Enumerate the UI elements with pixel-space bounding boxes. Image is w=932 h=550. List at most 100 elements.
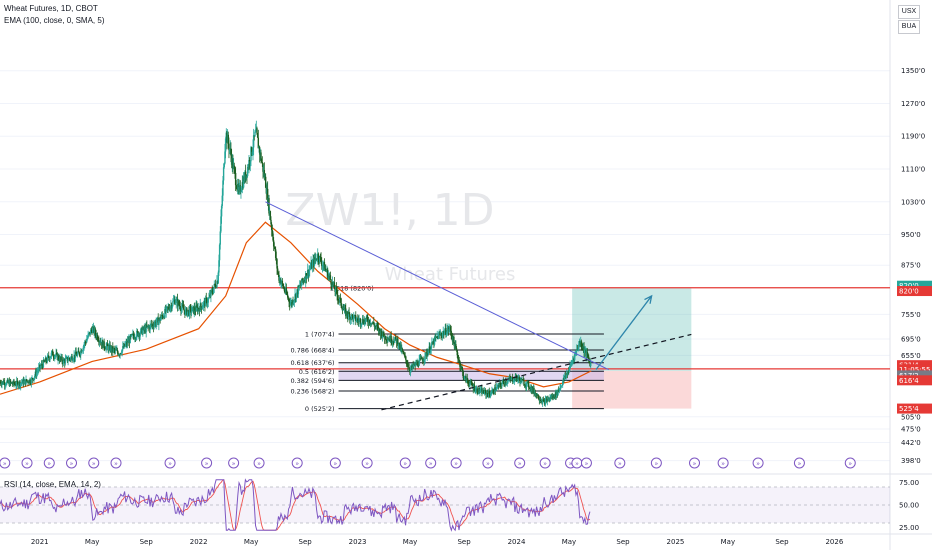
candle-body bbox=[393, 339, 396, 343]
candle-body bbox=[184, 309, 187, 315]
candle-body bbox=[501, 380, 504, 384]
candle-body bbox=[387, 339, 389, 342]
candle-body bbox=[369, 319, 371, 324]
candle-body bbox=[578, 344, 580, 349]
currency-button-bua[interactable]: BUA bbox=[898, 20, 920, 34]
candle-body bbox=[202, 302, 205, 307]
candle-body bbox=[36, 371, 39, 373]
candle-body bbox=[272, 240, 275, 247]
candle-body bbox=[282, 287, 285, 289]
candle-body bbox=[429, 350, 432, 353]
candle-body bbox=[160, 314, 163, 319]
candle-body bbox=[340, 298, 342, 306]
candle-body bbox=[371, 322, 374, 324]
y-tick-label: 1110'0 bbox=[901, 166, 925, 174]
candle-body bbox=[190, 311, 193, 313]
candle-body bbox=[249, 161, 252, 164]
candle-body bbox=[252, 147, 254, 152]
fib-label-0: 0 (525'2) bbox=[305, 405, 335, 413]
candle-body bbox=[59, 356, 61, 361]
candle-body bbox=[355, 315, 357, 322]
candle-body bbox=[224, 151, 226, 164]
candle-body bbox=[250, 147, 253, 155]
candle-body bbox=[466, 377, 468, 381]
price-label-bg bbox=[897, 280, 932, 291]
event-icon-glyph: » bbox=[92, 461, 96, 468]
candle-body bbox=[357, 318, 359, 321]
candle-body bbox=[142, 330, 144, 335]
candle-body bbox=[455, 344, 457, 349]
candle-body bbox=[308, 270, 310, 276]
candle-body bbox=[156, 318, 158, 323]
candle-body bbox=[274, 247, 276, 250]
event-icon-glyph: » bbox=[403, 461, 407, 468]
candle-body bbox=[199, 303, 201, 312]
y-tick-label: 1270'0 bbox=[901, 100, 925, 108]
candle-body bbox=[461, 369, 464, 372]
candle-body bbox=[27, 381, 29, 383]
event-icon bbox=[580, 457, 592, 469]
candle-body bbox=[198, 307, 200, 310]
candle-body bbox=[126, 340, 129, 345]
candle-body bbox=[385, 336, 387, 341]
candle-body bbox=[63, 359, 65, 361]
candle-body bbox=[207, 298, 209, 303]
candle-body bbox=[34, 375, 36, 378]
currency-button-usx[interactable]: USX bbox=[898, 5, 920, 19]
candle-body bbox=[257, 137, 260, 149]
candle-body bbox=[221, 195, 223, 206]
event-icon-glyph: » bbox=[232, 461, 236, 468]
x-tick-label: 2025 bbox=[667, 538, 685, 546]
candle-body bbox=[200, 303, 202, 307]
candle-body bbox=[286, 293, 288, 295]
candle-body bbox=[72, 360, 74, 362]
candle-body bbox=[397, 338, 399, 346]
position-target-zone bbox=[572, 287, 692, 371]
candle-body bbox=[9, 380, 12, 383]
candle-body bbox=[299, 285, 301, 288]
candle-body bbox=[391, 342, 393, 344]
candle-body bbox=[359, 318, 362, 325]
candle-body bbox=[503, 381, 505, 384]
candle-body bbox=[133, 336, 135, 339]
candle-body bbox=[549, 398, 551, 400]
candle-body bbox=[33, 377, 35, 381]
rsi-legend[interactable]: RSI (14, close, EMA, 14, 2) bbox=[4, 480, 101, 489]
candle-body bbox=[470, 381, 472, 383]
candle-body bbox=[38, 367, 40, 371]
event-icon bbox=[793, 457, 805, 469]
candle-body bbox=[327, 275, 330, 279]
candle-body bbox=[82, 346, 85, 350]
candle-body bbox=[50, 356, 52, 358]
candle-body bbox=[523, 385, 526, 387]
candle-body bbox=[403, 353, 406, 356]
fib-label-0.618: 0.618 (637'6) bbox=[290, 359, 334, 367]
candle-body bbox=[11, 382, 13, 384]
candle-body bbox=[191, 307, 193, 312]
candle-body bbox=[104, 347, 106, 349]
candle-body bbox=[349, 314, 351, 320]
candle-body bbox=[316, 259, 318, 261]
candle-body bbox=[40, 366, 42, 368]
event-icon bbox=[110, 457, 122, 469]
candle-body bbox=[367, 318, 369, 323]
candle-body bbox=[435, 336, 437, 339]
candle-body bbox=[90, 329, 93, 331]
candle-body bbox=[441, 333, 444, 337]
candle-body bbox=[521, 379, 523, 383]
candle-body bbox=[112, 348, 115, 352]
candle-body bbox=[240, 191, 242, 193]
candle-body bbox=[383, 331, 385, 337]
symbol-legend[interactable]: Wheat Futures, 1D, CBOT bbox=[4, 4, 98, 13]
candle-body bbox=[404, 355, 406, 357]
x-tick-label: May bbox=[403, 538, 417, 546]
candle-body bbox=[309, 267, 312, 270]
candle-body bbox=[421, 359, 424, 362]
candle-body bbox=[239, 185, 241, 193]
candle-body bbox=[362, 318, 364, 323]
candle-body bbox=[565, 375, 567, 378]
candle-body bbox=[437, 334, 440, 339]
ema-legend[interactable]: EMA (100, close, 0, SMA, 5) bbox=[4, 16, 105, 25]
candle-body bbox=[527, 382, 530, 388]
candle-body bbox=[558, 388, 561, 391]
